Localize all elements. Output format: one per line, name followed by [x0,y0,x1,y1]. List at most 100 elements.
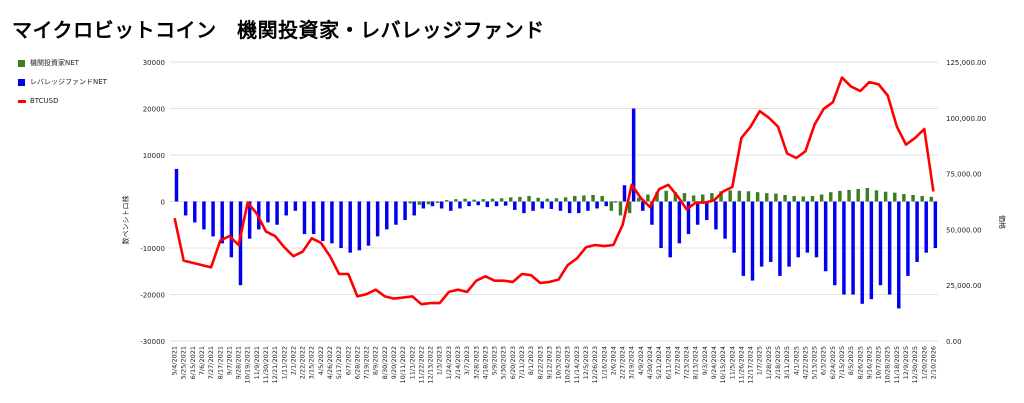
leveraged-bar [302,201,307,235]
leveraged-bar [412,201,416,216]
x-tick-label: 12/9/2025 [902,346,910,379]
x-tick-label: 11/30/2021 [262,346,270,383]
leveraged-bar [485,201,490,208]
legend-swatch-btcusd [18,99,26,103]
institutional-bar [454,199,458,202]
leveraged-bar [622,185,627,202]
x-tick-label: 3/7/2023 [463,346,471,375]
x-tick-label: 10/7/2025 [875,346,883,379]
right-tick-label: 0.00 [946,338,962,346]
institutional-bar [573,195,577,202]
leveraged-bar [202,201,206,230]
institutional-bar [426,201,431,205]
institutional-bar [563,197,568,202]
x-tick-label: 10/3/2023 [555,346,563,379]
leveraged-bar [330,201,334,244]
leveraged-bar [769,201,773,262]
leveraged-bar [174,168,179,202]
x-tick-label: 12/26/2023 [591,346,599,383]
x-tick-label: 7/27/2021 [207,346,215,379]
x-tick-label: 4/18/2023 [481,346,489,379]
leveraged-bar [933,201,938,248]
leveraged-bar [915,201,919,262]
institutional-bars [408,188,934,216]
leveraged-bar [531,201,535,211]
institutional-bar [774,193,778,202]
leveraged-bar [641,201,645,211]
institutional-bar [627,201,632,214]
x-tick-label: 1/24/2023 [445,346,453,379]
leveraged-bar [750,201,755,281]
leveraged-bar [430,201,435,207]
btcusd-series-line [173,76,935,306]
leveraged-bar [631,108,636,202]
institutional-bar [865,188,870,202]
x-tick-label: 10/28/2025 [884,346,892,383]
legend-swatch-institutional [18,59,25,67]
x-tick-label: 5/17/2022 [335,346,343,379]
leveraged-bar [193,201,197,223]
x-tick-label: 3/19/2024 [628,346,636,379]
left-tick-label: 30000 [143,59,165,67]
leveraged-bar [348,201,352,253]
leveraged-bar [732,201,736,253]
x-axis-ticks: 5/4/2021 5/25/2021 6/15/2021 7/6/2021 7/27/2… [171,346,938,383]
x-tick-label: 1/7/2025 [756,346,764,375]
left-tick-label: -20000 [140,292,165,300]
leveraged-bar [394,201,398,225]
x-tick-label: 12/17/2024 [747,346,755,383]
x-tick-label: 8/1/2023 [527,346,535,375]
x-tick-label: 6/28/2022 [353,346,361,379]
leveraged-bar [476,201,480,206]
x-tick-label: 6/20/2023 [509,346,517,379]
institutional-bar [673,192,678,202]
institutional-bar [408,201,412,204]
x-tick-label: 2/6/2024 [609,346,617,375]
left-axis-label: 数ペンシトロ株 [121,196,130,245]
x-tick-label: 9/3/2024 [701,346,709,375]
leveraged-bar [211,201,215,237]
x-tick-label: 10/24/2023 [564,346,572,383]
leveraged-bar [375,201,380,237]
x-tick-label: 4/30/2024 [646,346,654,379]
legend-item-institutional: 機関投資家NET [18,58,107,68]
institutional-bar [463,198,467,202]
right-tick-label: 100,000.00 [946,115,986,123]
leveraged-bar [741,201,746,276]
left-tick-label: 10000 [143,152,165,160]
right-tick-label: 75,000.00 [946,171,982,179]
leveraged-bar [668,201,672,258]
institutional-bar [509,197,513,202]
x-tick-label: 12/30/2025 [911,346,919,383]
leveraged-bar [439,201,444,209]
leveraged-bar [659,201,663,248]
x-tick-label: 9/16/2025 [865,346,873,379]
institutional-bar [701,194,705,202]
institutional-bar [847,189,851,202]
x-tick-label: 7/11/2023 [518,346,526,379]
institutional-bar [591,194,595,202]
institutional-bar [893,192,897,202]
leveraged-bar [833,201,837,286]
x-tick-label: 1/28/2025 [765,346,773,379]
leveraged-bar [266,201,270,223]
leveraged-bar [513,201,517,210]
institutional-bar [582,195,586,202]
leveraged-bar [823,201,828,272]
x-tick-label: 6/7/2022 [344,346,352,375]
x-tick-label: 4/9/2024 [637,346,645,375]
leveraged-bar [293,201,298,211]
institutional-bar [536,197,540,202]
x-tick-label: 11/1/2022 [408,346,416,379]
leveraged-bar [357,201,362,251]
x-tick-label: 6/24/2025 [829,346,837,379]
leveraged-bar [897,201,901,309]
leveraged-bar [723,201,727,239]
institutional-bar [838,190,842,202]
leveraged-bar [183,201,188,216]
institutional-bar [554,198,559,202]
x-tick-label: 9/20/2022 [390,346,398,379]
institutional-bar [920,195,924,202]
left-axis-ticks: 30000 20000 10000 0 -10000 -20000 -30000 [140,59,165,346]
